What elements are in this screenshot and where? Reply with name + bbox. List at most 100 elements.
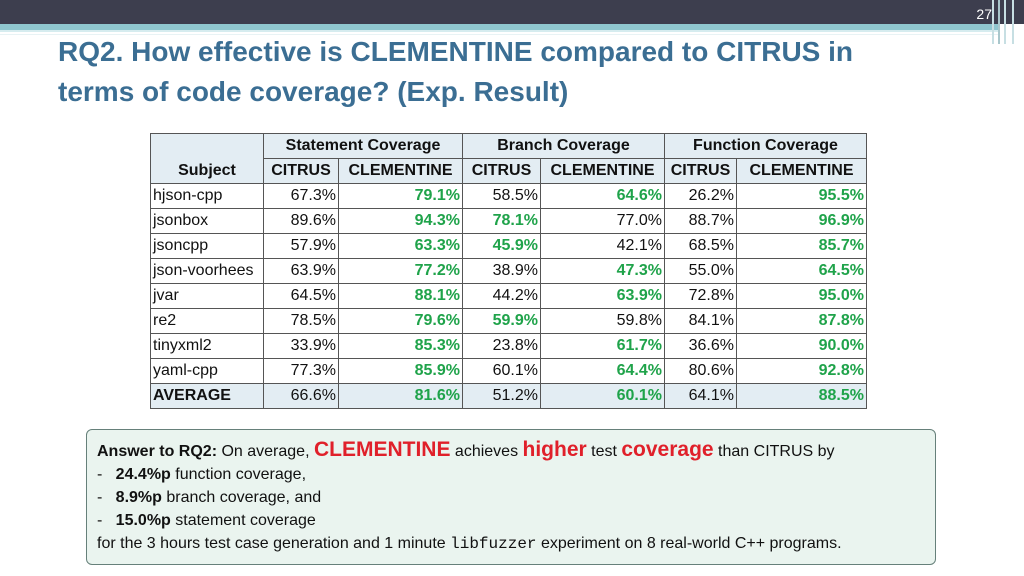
coverage-cell: 78.1% — [462, 208, 541, 234]
decor-line — [992, 0, 994, 44]
tool-name: libfuzzer — [450, 535, 537, 553]
coverage-cell: 42.1% — [540, 233, 665, 259]
coverage-cell: 58.5% — [462, 183, 541, 209]
column-header: CITRUS — [462, 158, 541, 184]
column-header: CITRUS — [263, 158, 339, 184]
table-row: yaml-cpp 77.3% 85.9% 60.1% 64.4% 80.6% 92.8% — [150, 358, 867, 384]
coverage-cell: 47.3% — [540, 258, 665, 284]
coverage-cell: 92.8% — [736, 358, 867, 384]
column-header: CITRUS — [664, 158, 737, 184]
answer-text: for the 3 hours test case generation and… — [97, 535, 451, 552]
subject-cell: json-voorhees — [150, 258, 264, 284]
table-row: tinyxml2 33.9% 85.3% 23.8% 61.7% 36.6% 90.0% — [150, 333, 867, 359]
subject-cell: yaml-cpp — [150, 358, 264, 384]
coverage-cell: 77.3% — [263, 358, 339, 384]
statement-coverage-header: Statement Coverage — [263, 133, 463, 159]
highlight-clementine: CLEMENTINE — [313, 438, 451, 461]
coverage-cell: 66.6% — [263, 383, 339, 409]
table-row: json-voorhees 63.9% 77.2% 38.9% 47.3% 55.0% 64… — [150, 258, 867, 284]
coverage-cell: 78.5% — [263, 308, 339, 334]
coverage-cell: 60.1% — [540, 383, 665, 409]
coverage-cell: 63.3% — [338, 233, 463, 259]
answer-text: On average, — [217, 443, 314, 460]
coverage-cell: 64.4% — [540, 358, 665, 384]
table-row: jsoncpp 57.9% 63.3% 45.9% 42.1% 68.5% 85.7% — [150, 233, 867, 259]
answer-text: than CITRUS by — [713, 443, 835, 460]
title-line-2: terms of code coverage? (Exp. Result) — [58, 76, 569, 107]
coverage-cell: 23.8% — [462, 333, 541, 359]
coverage-cell: 45.9% — [462, 233, 541, 259]
answer-item-value: 15.0%p — [115, 512, 171, 529]
coverage-cell: 61.7% — [540, 333, 665, 359]
bullet-dash: - — [97, 512, 103, 529]
coverage-cell: 64.1% — [664, 383, 737, 409]
header-stripe-faint — [0, 34, 1000, 35]
answer-item-text: statement coverage — [170, 512, 316, 529]
coverage-cell: 44.2% — [462, 283, 541, 309]
coverage-cell: 63.9% — [263, 258, 339, 284]
branch-coverage-header: Branch Coverage — [462, 133, 665, 159]
decor-line — [1012, 0, 1014, 44]
coverage-cell: 87.8% — [736, 308, 867, 334]
answer-item-function: - 24.4%p function coverage, — [97, 463, 925, 486]
function-coverage-header: Function Coverage — [664, 133, 867, 159]
coverage-cell: 90.0% — [736, 333, 867, 359]
coverage-cell: 64.5% — [263, 283, 339, 309]
table-row: AVERAGE 66.6% 81.6% 51.2% 60.1% 64.1% 88.5% — [150, 383, 867, 409]
coverage-table: Subject Statement Coverage Branch Covera… — [150, 133, 867, 409]
answer-closing: for the 3 hours test case generation and… — [97, 532, 925, 556]
answer-text: test — [586, 443, 622, 460]
decor-line — [998, 0, 1000, 44]
column-header: CLEMENTINE — [338, 158, 463, 184]
answer-text: achieves — [450, 443, 523, 460]
subject-cell: jvar — [150, 283, 264, 309]
slide-header-bar — [0, 0, 1024, 24]
coverage-cell: 85.7% — [736, 233, 867, 259]
answer-item-statement: - 15.0%p statement coverage — [97, 509, 925, 532]
column-header: CLEMENTINE — [540, 158, 665, 184]
coverage-cell: 63.9% — [540, 283, 665, 309]
coverage-cell: 88.1% — [338, 283, 463, 309]
coverage-cell: 38.9% — [462, 258, 541, 284]
coverage-cell: 60.1% — [462, 358, 541, 384]
coverage-cell: 51.2% — [462, 383, 541, 409]
bullet-dash: - — [97, 466, 103, 483]
coverage-cell: 64.6% — [540, 183, 665, 209]
coverage-cell: 89.6% — [263, 208, 339, 234]
decor-line — [1004, 0, 1006, 44]
coverage-cell: 67.3% — [263, 183, 339, 209]
subject-cell: AVERAGE — [150, 383, 264, 409]
column-header: CLEMENTINE — [736, 158, 867, 184]
table-row: jvar 64.5% 88.1% 44.2% 63.9% 72.8% 95.0% — [150, 283, 867, 309]
coverage-cell: 95.0% — [736, 283, 867, 309]
coverage-cell: 95.5% — [736, 183, 867, 209]
coverage-cell: 55.0% — [664, 258, 737, 284]
coverage-cell: 79.1% — [338, 183, 463, 209]
table-row: jsonbox 89.6% 94.3% 78.1% 77.0% 88.7% 96.9% — [150, 208, 867, 234]
coverage-cell: 72.8% — [664, 283, 737, 309]
coverage-cell: 26.2% — [664, 183, 737, 209]
answer-item-text: branch coverage, and — [161, 489, 322, 506]
page-number: 27 — [976, 6, 992, 22]
coverage-cell: 59.9% — [462, 308, 541, 334]
subject-cell: re2 — [150, 308, 264, 334]
coverage-cell: 79.6% — [338, 308, 463, 334]
answer-box: Answer to RQ2: On average, CLEMENTINE ac… — [86, 429, 936, 565]
coverage-cell: 33.9% — [263, 333, 339, 359]
coverage-cell: 64.5% — [736, 258, 867, 284]
highlight-higher: higher — [522, 438, 587, 461]
answer-label: Answer to RQ2: — [97, 443, 218, 460]
highlight-coverage: coverage — [621, 438, 714, 461]
answer-item-branch: - 8.9%p branch coverage, and — [97, 486, 925, 509]
subject-cell: jsoncpp — [150, 233, 264, 259]
answer-text: experiment on 8 real-world C++ programs. — [536, 535, 842, 552]
coverage-cell: 36.6% — [664, 333, 737, 359]
coverage-cell: 85.3% — [338, 333, 463, 359]
coverage-cell: 85.9% — [338, 358, 463, 384]
coverage-cell: 80.6% — [664, 358, 737, 384]
slide-title: RQ2. How effective is CLEMENTINE compare… — [58, 32, 958, 112]
coverage-cell: 94.3% — [338, 208, 463, 234]
coverage-cell: 84.1% — [664, 308, 737, 334]
header-stripe-thin — [0, 30, 1000, 32]
answer-item-value: 24.4%p — [115, 466, 171, 483]
